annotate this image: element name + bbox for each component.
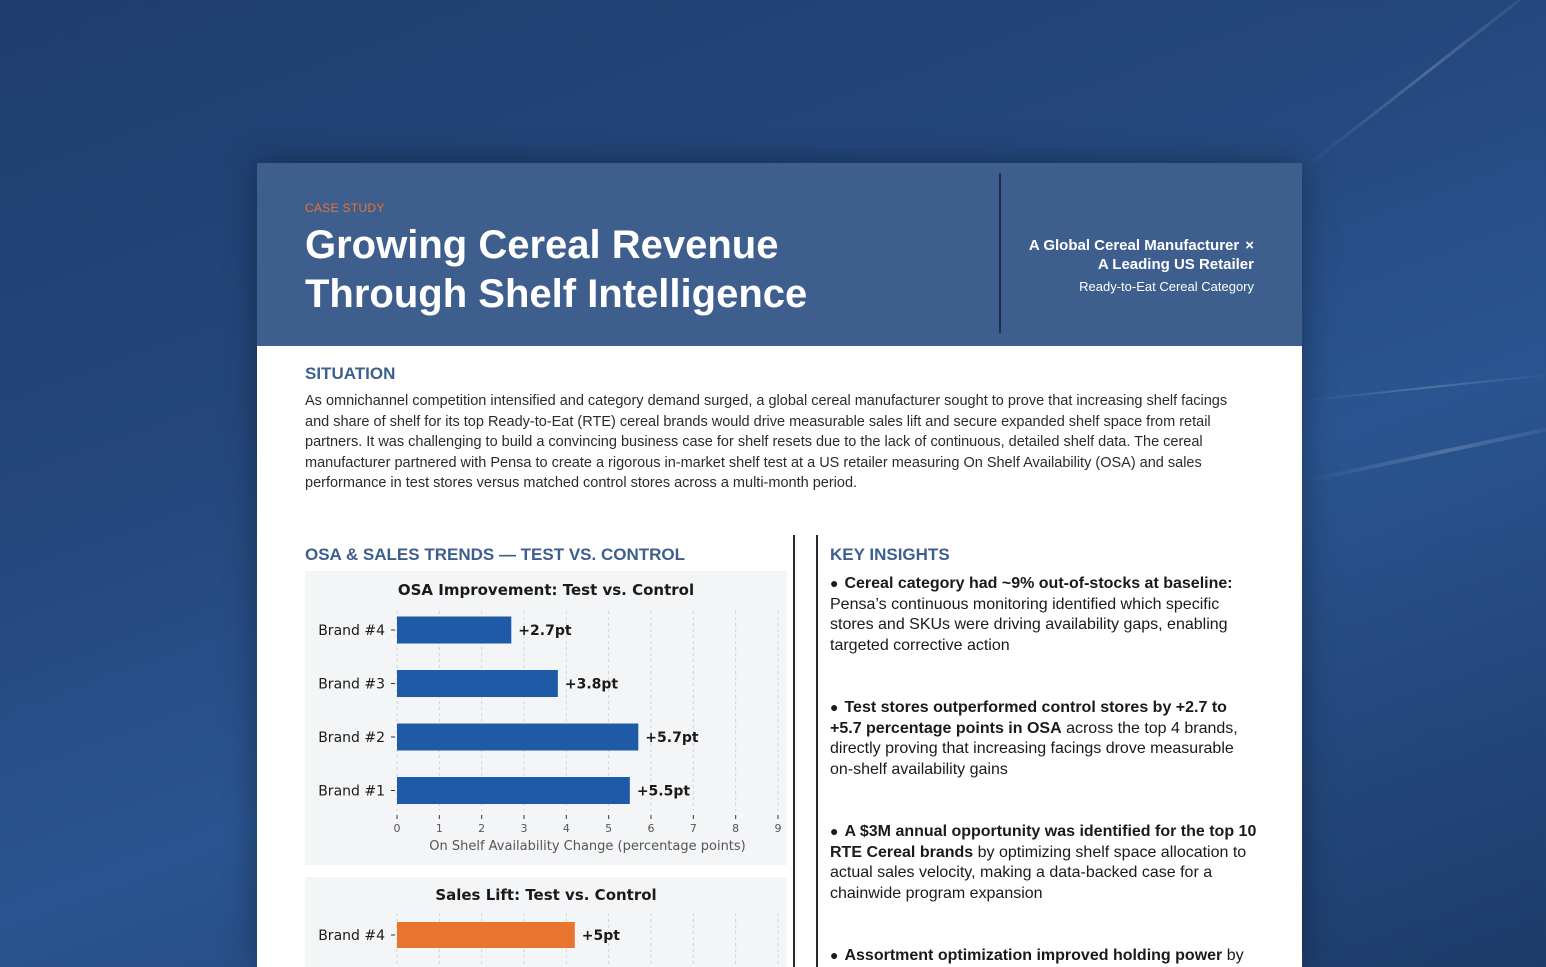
- x-tick-label: 2: [478, 822, 485, 835]
- case-study-document: CASE STUDY Growing Cereal Revenue Throug…: [257, 163, 1302, 967]
- category-label: Brand #3: [318, 677, 385, 693]
- category-label: Brand #1: [318, 784, 385, 800]
- bullet-icon: ●: [830, 947, 839, 963]
- bar: [397, 670, 558, 697]
- category-label: Ready-to-Eat Cereal Category: [1079, 279, 1254, 294]
- insight-bold: Assortment optimization improved holding…: [844, 947, 1223, 964]
- page-title: Growing Cereal Revenue Through Shelf Int…: [305, 223, 808, 316]
- data-label: +2.7pt: [518, 623, 572, 639]
- category-label: Brand #2: [318, 730, 385, 746]
- insight-item: ● Assortment optimization improved holdin…: [830, 945, 1260, 967]
- osa-chart-title: OSA Improvement: Test vs. Control: [397, 581, 695, 599]
- trends-heading: OSA & SALES TRENDS — TEST VS. CONTROL: [305, 545, 686, 564]
- times-icon: ×: [1245, 237, 1254, 254]
- eyebrow-label: CASE STUDY: [305, 201, 385, 215]
- situation-body: As omnichannel competition intensified a…: [305, 393, 1228, 491]
- x-tick-label: 1: [436, 822, 443, 835]
- sales-chart-title: Sales Lift: Test vs. Control: [435, 886, 657, 904]
- x-tick-label: 4: [563, 822, 570, 835]
- insight-item: ● Cereal category had ~9% out-of-stocks a…: [830, 573, 1260, 656]
- header-divider: [999, 173, 1001, 333]
- x-tick-label: 8: [732, 822, 739, 835]
- partner-block: A Global Cereal Manufacturer × A Leading …: [1029, 236, 1254, 274]
- insight-bold: Test stores outperformed control stores …: [830, 699, 1227, 737]
- bullet-icon: ●: [830, 699, 839, 715]
- x-tick-label: 5: [605, 822, 612, 835]
- bullet-icon: ●: [830, 823, 839, 839]
- background-streak: [1299, 417, 1546, 484]
- x-tick-label: 7: [690, 822, 697, 835]
- data-label: +5pt: [582, 928, 620, 944]
- insight-bold: A $3M annual opportunity was identified …: [830, 823, 1257, 861]
- insight-text: by: [1222, 947, 1244, 964]
- bar: [397, 723, 639, 751]
- data-label: +5.7pt: [645, 730, 699, 746]
- x-tick-label: 6: [648, 822, 655, 835]
- column-divider-right: [816, 535, 818, 967]
- category-label: Brand #4: [318, 928, 385, 944]
- background-streak: [1299, 0, 1546, 173]
- x-tick-label: 0: [394, 822, 401, 835]
- column-divider-left: [793, 535, 795, 967]
- data-label: +5.5pt: [637, 784, 691, 800]
- insight-bold: Cereal category had ~9% out-of-stocks at…: [844, 575, 1233, 592]
- partner-manufacturer: A Global Cereal Manufacturer: [1028, 237, 1240, 254]
- category-label: Brand #4: [318, 623, 385, 639]
- insight-item: ● Test stores outperformed control stores…: [830, 697, 1260, 780]
- x-tick-label: 9: [775, 822, 782, 835]
- insights-list: ● Cereal category had ~9% out-of-stocks a…: [830, 573, 1260, 967]
- sales-chart-panel: Sales Lift: Test vs. Control Brand #4 +5p…: [305, 877, 787, 967]
- background-streak: [1299, 372, 1546, 402]
- bar: [397, 616, 512, 644]
- data-label: +3.8pt: [565, 677, 619, 693]
- x-tick-label: 3: [521, 822, 528, 835]
- insight-text: by optimizing shelf space allocation to …: [830, 843, 1247, 902]
- partner-retailer: A Leading US Retailer: [1097, 256, 1254, 273]
- insight-text: Pensa’s continuous monitoring identified…: [830, 595, 1228, 654]
- situation-heading: SITUATION: [305, 364, 396, 383]
- osa-chart: Brand #4 +2.7pt Brand #3 +3.8pt Brand #2 +5.7…: [318, 611, 782, 854]
- bullet-icon: ●: [830, 575, 839, 591]
- insights-heading: KEY INSIGHTS: [830, 545, 950, 564]
- sales-chart: Brand #4 +5pt: [318, 913, 779, 967]
- document-header: CASE STUDY Growing Cereal Revenue Throug…: [257, 163, 1302, 346]
- bar: [397, 777, 630, 804]
- insight-item: ● A $3M annual opportunity was identified…: [830, 821, 1260, 904]
- bar: [397, 922, 575, 948]
- x-axis-label: On Shelf Availability Change (percentage…: [429, 839, 746, 854]
- insight-text: across the top 4 brands, directly provin…: [830, 719, 1238, 778]
- osa-chart-panel: OSA Improvement: Test vs. Control Brand …: [305, 571, 787, 865]
